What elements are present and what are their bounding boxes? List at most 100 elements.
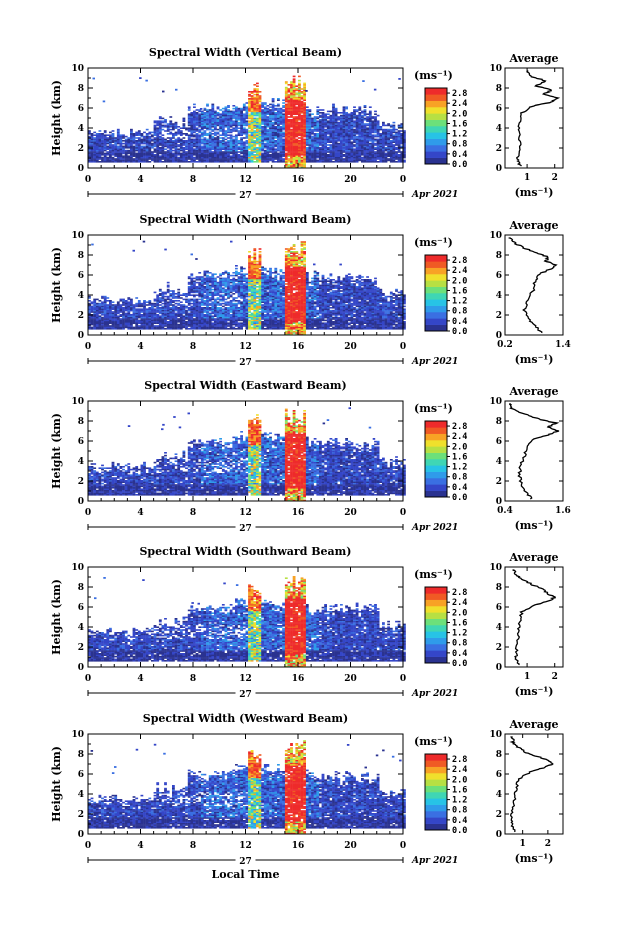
profile-y-tick-label: 0: [496, 164, 502, 174]
heatmap-cells: [88, 740, 406, 834]
y-tick-label: 10: [71, 730, 84, 740]
y-axis-label: Height (km): [50, 413, 63, 489]
date-label: Apr 2021: [411, 357, 458, 367]
colorbar-swatch: [425, 644, 447, 651]
y-tick-label: 4: [78, 124, 84, 134]
colorbar-tick-label: 2.4: [452, 765, 467, 775]
date-label: Apr 2021: [411, 190, 458, 200]
y-tick-label: 6: [78, 271, 84, 281]
panel-title: Spectral Width (Eastward Beam): [144, 379, 346, 392]
colorbar-swatch: [425, 107, 447, 114]
panel-2: Spectral Width (Northward Beam)0246810He…: [50, 213, 571, 368]
colorbar-tick-label: 2.0: [452, 109, 467, 119]
colorbar-tick-label: 1.6: [452, 785, 467, 795]
profile-x-tick-label: 1.4: [555, 340, 571, 350]
colorbar-tick-label: 1.2: [452, 796, 467, 806]
colorbar-tick-label: 2.0: [452, 608, 467, 618]
colorbar: 0.00.40.81.21.62.02.42.8: [425, 255, 467, 337]
profile-x-label: (ms⁻¹): [515, 353, 554, 366]
colorbar: 0.00.40.81.21.62.02.42.8: [425, 754, 467, 836]
x-tick-label: 12: [239, 508, 252, 518]
y-tick-label: 2: [78, 144, 84, 154]
colorbar-swatch: [425, 318, 447, 325]
panel-title: Spectral Width (Westward Beam): [143, 712, 348, 725]
x-tick-label: 0: [400, 175, 406, 185]
x-tick-label: 12: [239, 175, 252, 185]
x-tick-label: 0: [400, 342, 406, 352]
x-axis-label: Local Time: [212, 868, 280, 881]
colorbar-tick-label: 2.8: [452, 89, 467, 99]
colorbar-swatch: [425, 491, 447, 498]
colorbar-swatch: [425, 631, 447, 638]
x-tick-label: 16: [292, 841, 305, 851]
heatmap-cells: [88, 241, 406, 336]
profile-line: [513, 570, 556, 665]
y-tick-label: 10: [71, 64, 84, 74]
profile-x-tick-label: 0.4: [497, 506, 513, 516]
profile-y-tick-label: 0: [496, 663, 502, 673]
profile-line: [509, 238, 557, 333]
colorbar-tick-label: 1.6: [452, 618, 467, 628]
panel-1: Spectral Width (Vertical Beam)0246810Hei…: [50, 46, 563, 201]
colorbar-tick-label: 1.6: [452, 119, 467, 129]
day-label: 27: [239, 690, 252, 700]
colorbar-swatch: [425, 587, 447, 594]
profile-y-tick-label: 8: [496, 84, 502, 94]
colorbar-tick-label: 2.0: [452, 442, 467, 452]
x-tick-label: 0: [85, 841, 91, 851]
colorbar-tick-label: 2.4: [452, 266, 467, 276]
colorbar-swatch: [425, 299, 447, 306]
colorbar-swatch: [425, 773, 447, 780]
day-label: 27: [239, 857, 252, 867]
x-tick-label: 20: [344, 175, 357, 185]
colorbar-swatch: [425, 434, 447, 441]
colorbar-tick-label: 0.8: [452, 473, 467, 483]
profile-frame: [505, 401, 563, 501]
y-tick-label: 10: [71, 397, 84, 407]
x-tick-label: 0: [85, 342, 91, 352]
colorbar-swatch: [425, 792, 447, 799]
x-tick-label: 16: [292, 175, 305, 185]
colorbar-tick-label: 0.8: [452, 307, 467, 317]
colorbar-tick-label: 0.8: [452, 639, 467, 649]
colorbar-tick-label: 0.0: [452, 826, 467, 836]
colorbar-tick-label: 1.6: [452, 452, 467, 462]
colorbar-swatch: [425, 120, 447, 127]
y-tick-label: 10: [71, 563, 84, 573]
profile-y-tick-label: 8: [496, 417, 502, 427]
profile-y-tick-label: 4: [496, 291, 502, 301]
profile-title: Average: [508, 219, 558, 232]
x-tick-label: 16: [292, 342, 305, 352]
colorbar-swatch: [425, 657, 447, 664]
panel-3: Spectral Width (Eastward Beam)0246810Hei…: [50, 379, 571, 534]
profile-y-tick-label: 2: [496, 477, 502, 487]
y-tick-label: 8: [78, 750, 84, 760]
profile-frame: [505, 68, 563, 168]
y-tick-label: 10: [71, 231, 84, 241]
x-tick-label: 4: [137, 342, 143, 352]
panel-title: Spectral Width (Vertical Beam): [149, 46, 342, 59]
profile-y-tick-label: 2: [496, 643, 502, 653]
colorbar-tick-label: 2.4: [452, 432, 467, 442]
x-tick-label: 8: [190, 175, 196, 185]
colorbar-swatch: [425, 151, 447, 158]
colorbar-swatch: [425, 593, 447, 600]
colorbar-tick-label: 2.0: [452, 775, 467, 785]
profile-x-label: (ms⁻¹): [515, 519, 554, 532]
y-tick-label: 6: [78, 104, 84, 114]
profile-y-tick-label: 10: [489, 397, 502, 407]
profile-line: [509, 404, 559, 499]
x-tick-label: 8: [190, 674, 196, 684]
profile-y-tick-label: 8: [496, 251, 502, 261]
colorbar-swatch: [425, 261, 447, 268]
colorbar-swatch: [425, 139, 447, 146]
colorbar-tick-label: 2.0: [452, 276, 467, 286]
x-tick-label: 4: [137, 674, 143, 684]
x-tick-label: 12: [239, 342, 252, 352]
colorbar-tick-label: 1.2: [452, 629, 467, 639]
x-tick-label: 20: [344, 508, 357, 518]
profile-x-tick-label: 2: [552, 173, 558, 183]
date-label: Apr 2021: [411, 523, 458, 533]
